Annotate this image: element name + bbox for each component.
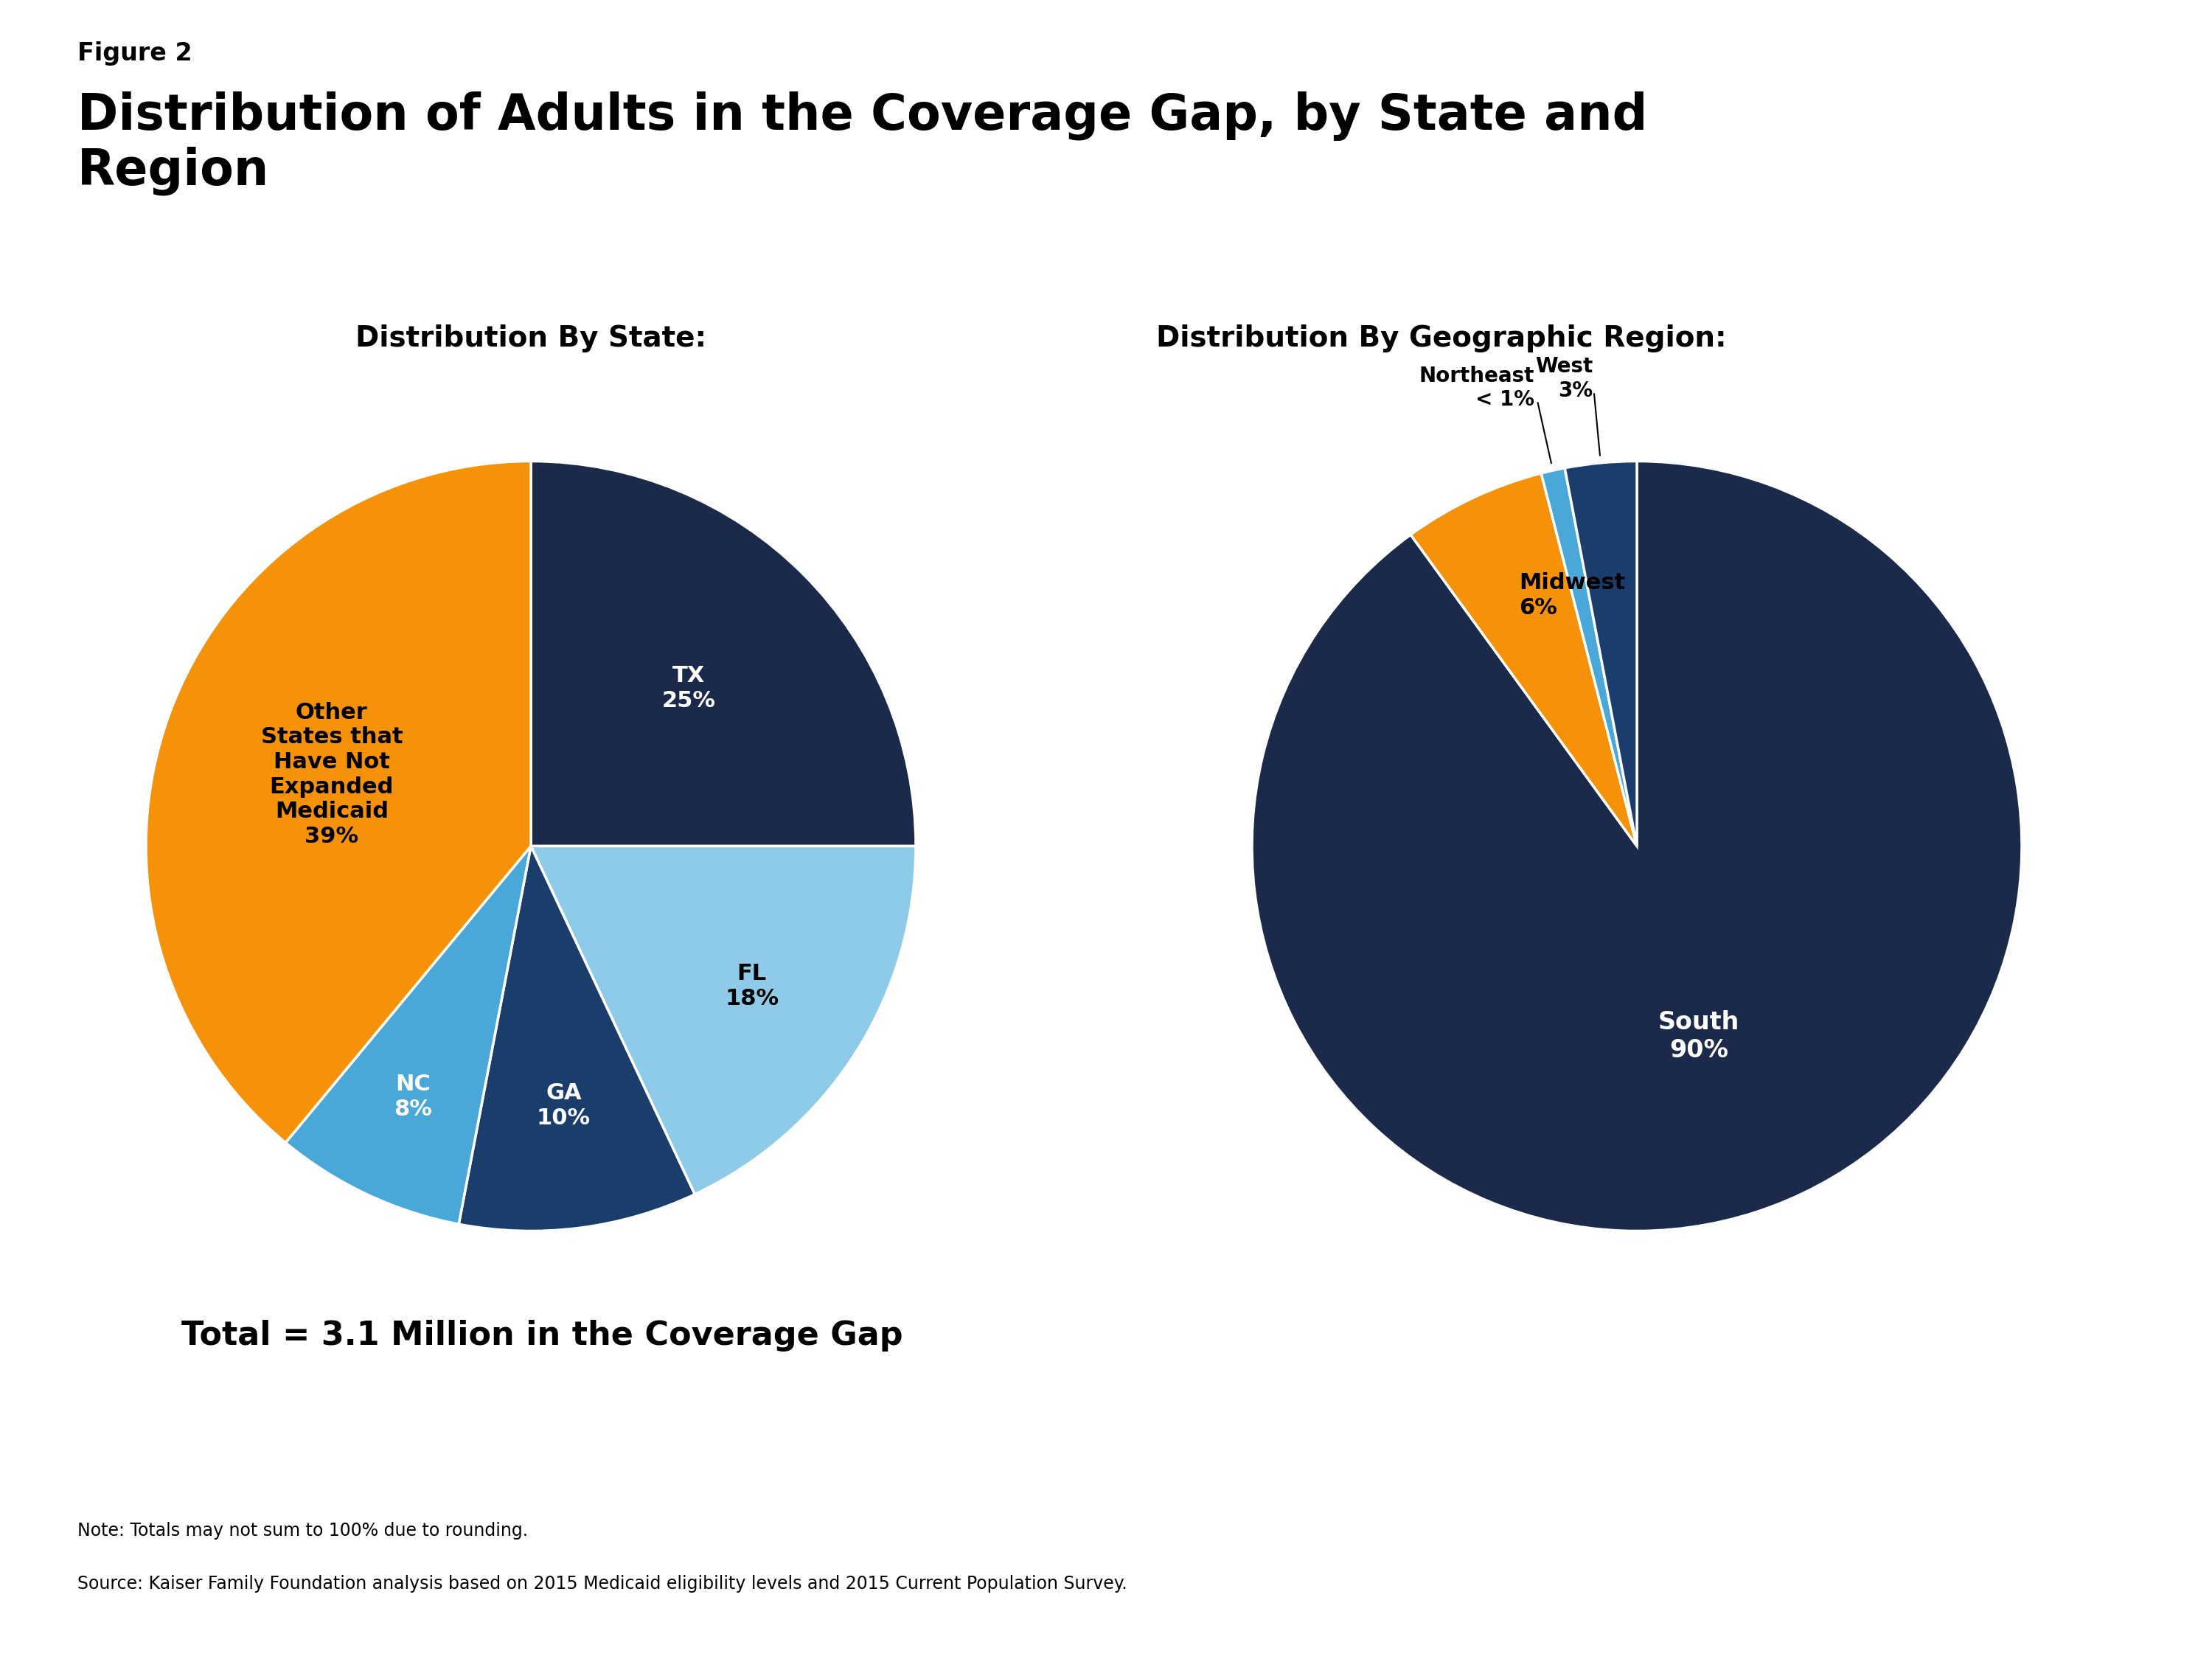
Wedge shape xyxy=(1411,473,1637,846)
Text: Other
States that
Have Not
Expanded
Medicaid
39%: Other States that Have Not Expanded Medi… xyxy=(261,702,403,848)
Wedge shape xyxy=(146,461,531,1143)
Wedge shape xyxy=(531,846,916,1194)
Wedge shape xyxy=(458,846,695,1231)
Text: West
3%: West 3% xyxy=(1535,357,1593,401)
Text: Midwest
6%: Midwest 6% xyxy=(1520,572,1626,619)
Text: TX
25%: TX 25% xyxy=(661,665,717,712)
Wedge shape xyxy=(285,846,531,1224)
Wedge shape xyxy=(1564,461,1637,846)
Text: NC
8%: NC 8% xyxy=(394,1073,431,1120)
Text: Distribution By Geographic Region:: Distribution By Geographic Region: xyxy=(1155,325,1725,352)
Text: Distribution of Adults in the Coverage Gap, by State and
Region: Distribution of Adults in the Coverage G… xyxy=(77,91,1648,196)
Text: Note: Totals may not sum to 100% due to rounding.: Note: Totals may not sum to 100% due to … xyxy=(77,1521,529,1540)
Text: Figure 2: Figure 2 xyxy=(77,41,192,66)
Text: THE HENRY J.: THE HENRY J. xyxy=(2015,1442,2079,1450)
Text: South
90%: South 90% xyxy=(1659,1010,1739,1063)
Text: KAISER
FAMILY: KAISER FAMILY xyxy=(2017,1506,2077,1538)
Wedge shape xyxy=(1542,468,1637,846)
Text: FL
18%: FL 18% xyxy=(726,964,779,1009)
Title: Distribution By State:: Distribution By State: xyxy=(356,325,706,352)
Wedge shape xyxy=(531,461,916,846)
Text: Total = 3.1 Million in the Coverage Gap: Total = 3.1 Million in the Coverage Gap xyxy=(181,1319,902,1352)
Text: FOUNDATION: FOUNDATION xyxy=(2015,1594,2079,1603)
Text: Source: Kaiser Family Foundation analysis based on 2015 Medicaid eligibility lev: Source: Kaiser Family Foundation analysi… xyxy=(77,1574,1128,1593)
Text: GA
10%: GA 10% xyxy=(538,1083,591,1128)
Wedge shape xyxy=(1252,461,2022,1231)
Text: Northeast
< 1%: Northeast < 1% xyxy=(1420,365,1535,410)
